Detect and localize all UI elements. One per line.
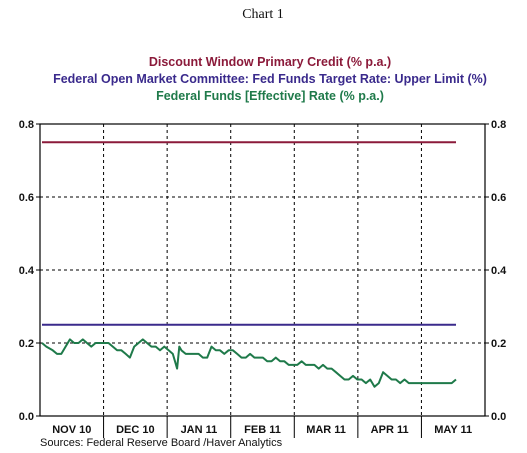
y-tick-label: 0.2: [19, 338, 34, 350]
legend-fed-funds-effective: Federal Funds [Effective] Rate (% p.a.): [156, 89, 384, 103]
x-tick-label: DEC 10: [116, 424, 155, 436]
legend-fed-funds-target-upper: Federal Open Market Committee: Fed Funds…: [53, 72, 487, 86]
chart-title: Chart 1: [242, 7, 284, 22]
legend-discount-window: Discount Window Primary Credit (% p.a.): [149, 55, 391, 69]
x-axis: NOV 10 DEC 10 JAN 11 FEB 11 MAR 11 APR 11 MAY …: [52, 416, 472, 438]
x-tick-label: FEB 11: [244, 424, 281, 436]
x-tick-label: NOV 10: [52, 424, 91, 436]
y-axis-left: 0.0 0.2 0.4 0.6 0.8: [19, 119, 40, 423]
y-tick-label-right: 0.6: [491, 192, 506, 204]
y-axis-right: 0.0 0.2 0.4 0.6 0.8: [485, 119, 507, 423]
grid-lines: [40, 124, 485, 416]
series-lines: [41, 141, 457, 388]
y-tick-label: 0.4: [19, 265, 35, 277]
x-tick-label: MAY 11: [434, 424, 472, 436]
x-tick-label: APR 11: [371, 424, 409, 436]
y-tick-label-right: 0.0: [491, 411, 506, 423]
source-note: Sources: Federal Reserve Board /Haver An…: [40, 437, 283, 449]
y-tick-label: 0.8: [19, 119, 34, 131]
y-tick-label-right: 0.2: [491, 338, 506, 350]
x-tick-label: MAR 11: [306, 424, 346, 436]
series-line-3: [41, 338, 457, 388]
y-tick-label: 0.0: [19, 411, 34, 423]
y-tick-label: 0.6: [19, 192, 34, 204]
y-tick-label-right: 0.4: [491, 265, 507, 277]
y-tick-label-right: 0.8: [491, 119, 506, 131]
x-tick-label: JAN 11: [181, 424, 218, 436]
